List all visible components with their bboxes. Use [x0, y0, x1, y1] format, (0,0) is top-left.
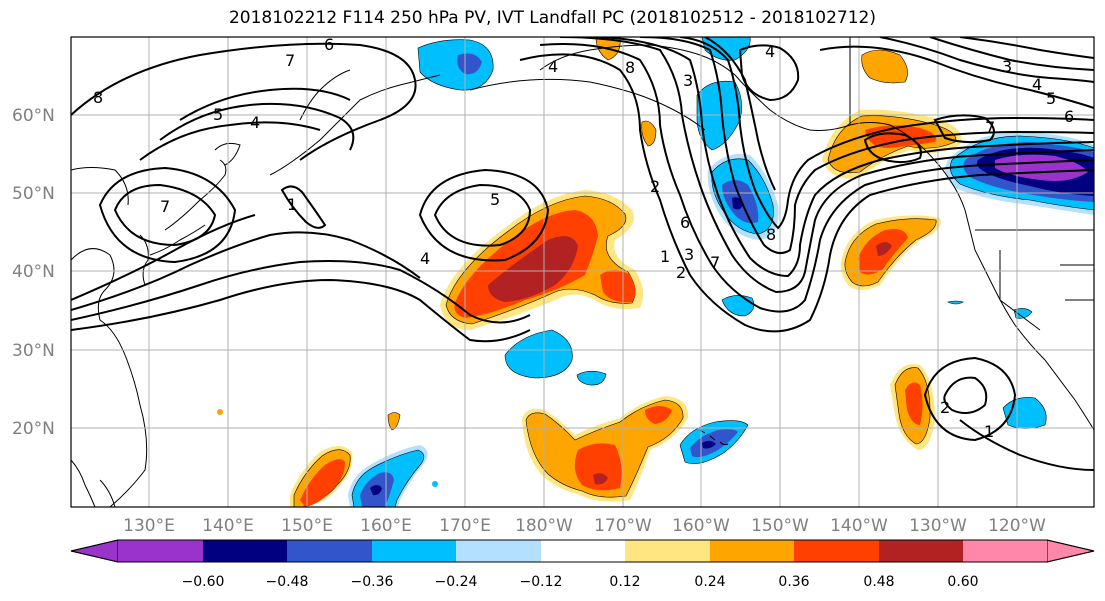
contour-label: 6	[324, 35, 334, 54]
lat-label: 60°N	[12, 106, 55, 126]
anomaly-region	[574, 443, 622, 491]
lon-label: 170°W	[594, 516, 652, 536]
gridlines	[71, 37, 1094, 507]
colorbar-outline	[70, 539, 1095, 563]
colorbar-segment	[541, 540, 625, 562]
colorbar-tick-label: −0.60	[182, 574, 225, 590]
lon-label: 160°W	[672, 516, 730, 536]
colorbar: −0.60 −0.48 −0.36 −0.24 −0.12 0.12 0.24 …	[70, 539, 1095, 590]
colorbar-segment	[203, 540, 287, 562]
contour-label: 5	[213, 105, 223, 124]
contour-label: 5	[1046, 89, 1056, 108]
anomaly-region	[947, 300, 964, 305]
anomaly-region	[905, 382, 923, 425]
colorbar-tick-label: −0.36	[351, 574, 394, 590]
colorbar-tick-label: −0.12	[520, 574, 563, 590]
anomaly-region	[504, 329, 573, 379]
lon-label: 130°W	[909, 516, 967, 536]
contour-label: 7	[160, 197, 170, 216]
lon-label: 160°E	[360, 516, 412, 536]
colorbar-segment	[710, 540, 794, 562]
lat-label: 40°N	[12, 262, 55, 282]
contour-label: 8	[766, 225, 776, 244]
colorbar-segment	[963, 540, 1047, 562]
contour-label: 1	[287, 195, 297, 214]
colorbar-segment	[118, 540, 203, 562]
anomaly-region	[387, 412, 401, 431]
contour-label: 6	[680, 213, 690, 232]
contour-label: 1	[660, 247, 670, 266]
anomaly-region	[876, 242, 892, 256]
colorbar-segment	[287, 540, 372, 562]
colorbar-tick-label: −0.24	[435, 574, 478, 590]
colorbar-segment	[456, 540, 541, 562]
anomaly-region	[702, 440, 716, 449]
contour-label: 4	[765, 42, 775, 61]
contour-label: 2	[676, 263, 686, 282]
anomaly-region	[1013, 308, 1033, 319]
colorbar-segment	[879, 540, 963, 562]
contour-label: 5	[490, 190, 500, 209]
colorbar-arrow-right	[1046, 539, 1095, 563]
contour-label: 4	[548, 57, 558, 76]
anomaly-region	[417, 39, 494, 91]
contour-label: 3	[1002, 57, 1012, 76]
lon-label: 150°E	[281, 516, 333, 536]
colorbar-tick-label: 0.60	[947, 574, 978, 590]
contour-label-group: 6 7 8 5 4 7 1 5 4 8 4 3 4 2 6 1 2 7 8 3 …	[93, 35, 1074, 441]
map-frame	[70, 36, 1095, 508]
colorbar-segment	[372, 540, 456, 562]
lon-label: 120°W	[988, 516, 1046, 536]
lon-label: 150°W	[751, 516, 809, 536]
anomaly-region	[300, 459, 345, 507]
anomaly-region	[641, 120, 657, 147]
anomaly-region	[600, 270, 636, 303]
contour-label: 4	[1032, 75, 1042, 94]
contour-label: 4	[250, 113, 260, 132]
anomaly-region	[593, 473, 608, 485]
colorbar-tick-label: −0.48	[266, 574, 309, 590]
contour-label: 6	[1064, 107, 1074, 126]
colorbar-tick-label: 0.48	[863, 574, 894, 590]
contour-label: 8	[93, 88, 103, 107]
contour-label: 7	[985, 118, 995, 137]
pv-contours	[71, 37, 1094, 471]
lon-label: 170°E	[439, 516, 491, 536]
colorbar-segment	[794, 540, 879, 562]
colorbar-tick-label: 0.12	[609, 574, 640, 590]
lat-label: 50°N	[12, 184, 55, 204]
anomaly-region	[432, 481, 438, 487]
lat-label: 30°N	[12, 341, 55, 361]
contour-label: 2	[650, 177, 660, 196]
lat-label: 20°N	[12, 419, 55, 439]
lon-label: 140°E	[202, 516, 254, 536]
anomaly-region	[457, 53, 482, 75]
anomaly-region	[576, 370, 607, 386]
contour-label: 3	[683, 71, 693, 90]
contour-label: 1	[984, 422, 994, 441]
lon-label: 130°E	[123, 516, 175, 536]
anomaly-region	[861, 49, 908, 84]
colorbar-arrow-left	[70, 539, 119, 563]
longitude-labels: 130°E 140°E 150°E 160°E 170°E 180°W 170°…	[123, 516, 1046, 536]
anomaly-region	[217, 409, 223, 415]
map-title: 2018102212 F114 250 hPa PV, IVT Landfall…	[228, 8, 876, 28]
contour-label: 7	[710, 253, 720, 272]
contour-label: 4	[420, 249, 430, 268]
colorbar-tick-label: 0.24	[694, 574, 725, 590]
latitude-labels: 60°N 50°N 40°N 30°N 20°N	[12, 106, 55, 439]
anomaly-region	[645, 406, 672, 424]
anomaly-region	[370, 485, 382, 496]
lon-label: 180°W	[515, 516, 573, 536]
anomaly-region	[488, 236, 578, 302]
coastlines	[71, 37, 1094, 507]
colorbar-tick-label: 0.36	[778, 574, 809, 590]
contour-label: 7	[285, 51, 295, 70]
contour-label: 8	[625, 58, 635, 77]
colorbar-segment	[625, 540, 710, 562]
contour-label: 2	[940, 398, 950, 417]
lon-label: 140°W	[830, 516, 888, 536]
contour-label: 3	[684, 245, 694, 264]
